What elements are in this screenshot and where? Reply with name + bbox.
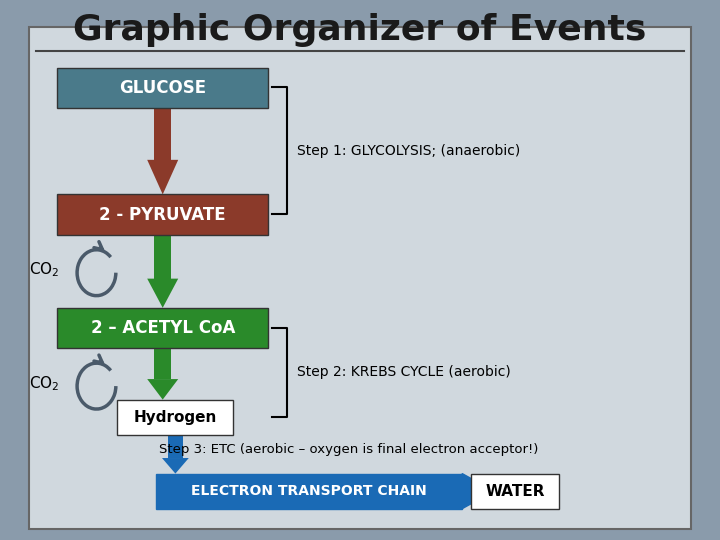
Polygon shape: [162, 458, 189, 474]
FancyBboxPatch shape: [168, 435, 183, 458]
FancyBboxPatch shape: [57, 68, 269, 108]
Text: GLUCOSE: GLUCOSE: [119, 79, 206, 97]
Polygon shape: [147, 279, 179, 308]
Text: 2 - PYRUVATE: 2 - PYRUVATE: [99, 206, 226, 224]
Polygon shape: [147, 379, 179, 400]
Text: Hydrogen: Hydrogen: [133, 410, 217, 424]
FancyBboxPatch shape: [472, 474, 559, 509]
Polygon shape: [147, 160, 179, 194]
FancyBboxPatch shape: [154, 348, 171, 379]
FancyBboxPatch shape: [154, 108, 171, 160]
Text: Step 3: ETC (aerobic – oxygen is final electron acceptor!): Step 3: ETC (aerobic – oxygen is final e…: [159, 443, 539, 456]
Text: Graphic Organizer of Events: Graphic Organizer of Events: [73, 13, 647, 46]
Text: 2 – ACETYL CoA: 2 – ACETYL CoA: [91, 319, 235, 337]
Text: ELECTRON TRANSPORT CHAIN: ELECTRON TRANSPORT CHAIN: [191, 484, 427, 498]
FancyBboxPatch shape: [29, 27, 691, 529]
FancyBboxPatch shape: [57, 308, 269, 348]
Text: CO$_2$: CO$_2$: [29, 261, 59, 279]
Text: CO$_2$: CO$_2$: [29, 374, 59, 393]
Polygon shape: [462, 474, 494, 509]
Text: WATER: WATER: [485, 484, 545, 498]
FancyBboxPatch shape: [156, 474, 462, 509]
FancyBboxPatch shape: [117, 400, 233, 435]
FancyBboxPatch shape: [154, 235, 171, 279]
Text: Step 1: GLYCOLYSIS; (anaerobic): Step 1: GLYCOLYSIS; (anaerobic): [297, 144, 520, 158]
FancyBboxPatch shape: [57, 194, 269, 235]
Text: Step 2: KREBS CYCLE (aerobic): Step 2: KREBS CYCLE (aerobic): [297, 366, 510, 379]
